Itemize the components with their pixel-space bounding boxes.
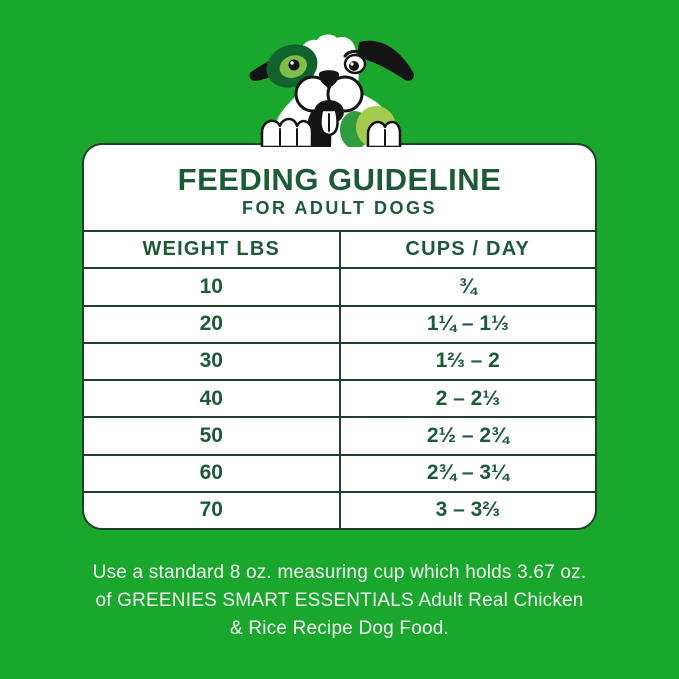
weight-cell: 60 bbox=[84, 455, 341, 491]
note-line: of GREENIES SMART ESSENTIALS Adult Real … bbox=[95, 590, 584, 611]
table-row: 70 3 – 3⅔ bbox=[84, 490, 595, 528]
greenies-dog-mascot-icon bbox=[249, 34, 414, 147]
weight-cell: 10 bbox=[84, 269, 341, 305]
weight-cell: 30 bbox=[84, 343, 341, 379]
column-header-weight: WEIGHT LBS bbox=[84, 232, 341, 268]
table-row: 40 2 – 2⅓ bbox=[84, 379, 595, 417]
title-block: FEEDING GUIDELINE FOR ADULT DOGS bbox=[84, 145, 595, 230]
cups-cell: 3 – 3⅔ bbox=[435, 498, 500, 522]
cups-cell: 2¾ – 3¼ bbox=[426, 461, 509, 485]
cups-cell: 1¼ – 1⅓ bbox=[426, 312, 509, 336]
measuring-cup-note: Use a standard 8 oz. measuring cup which… bbox=[0, 559, 679, 643]
note-line: Use a standard 8 oz. measuring cup which… bbox=[92, 562, 587, 583]
table-row: 10 ¾ bbox=[84, 267, 595, 305]
table-row: 60 2¾ – 3¼ bbox=[84, 453, 595, 491]
feeding-guideline-card: FEEDING GUIDELINE FOR ADULT DOGS WEIGHT … bbox=[82, 143, 597, 530]
note-line: & Rice Recipe Dog Food. bbox=[230, 618, 449, 639]
weight-cell: 20 bbox=[84, 306, 341, 342]
table-row: 50 2½ – 2¾ bbox=[84, 416, 595, 454]
weight-cell: 50 bbox=[84, 418, 341, 454]
feeding-table: WEIGHT LBS CUPS / DAY 10 ¾ 20 1¼ – 1⅓ 30… bbox=[84, 230, 595, 528]
column-header-cups: CUPS / DAY bbox=[405, 238, 531, 261]
table-row: 30 1⅔ – 2 bbox=[84, 341, 595, 379]
table-header-row: WEIGHT LBS CUPS / DAY bbox=[84, 230, 595, 268]
cups-cell: ¾ bbox=[458, 274, 477, 298]
page-subtitle: FOR ADULT DOGS bbox=[242, 198, 437, 218]
table-row: 20 1¼ – 1⅓ bbox=[84, 304, 595, 342]
cups-cell: 1⅔ – 2 bbox=[435, 349, 500, 373]
weight-cell: 40 bbox=[84, 381, 341, 417]
page-title: FEEDING GUIDELINE bbox=[177, 162, 502, 197]
cups-cell: 2 – 2⅓ bbox=[435, 386, 500, 410]
cups-cell: 2½ – 2¾ bbox=[426, 423, 509, 447]
weight-cell: 70 bbox=[84, 492, 341, 528]
